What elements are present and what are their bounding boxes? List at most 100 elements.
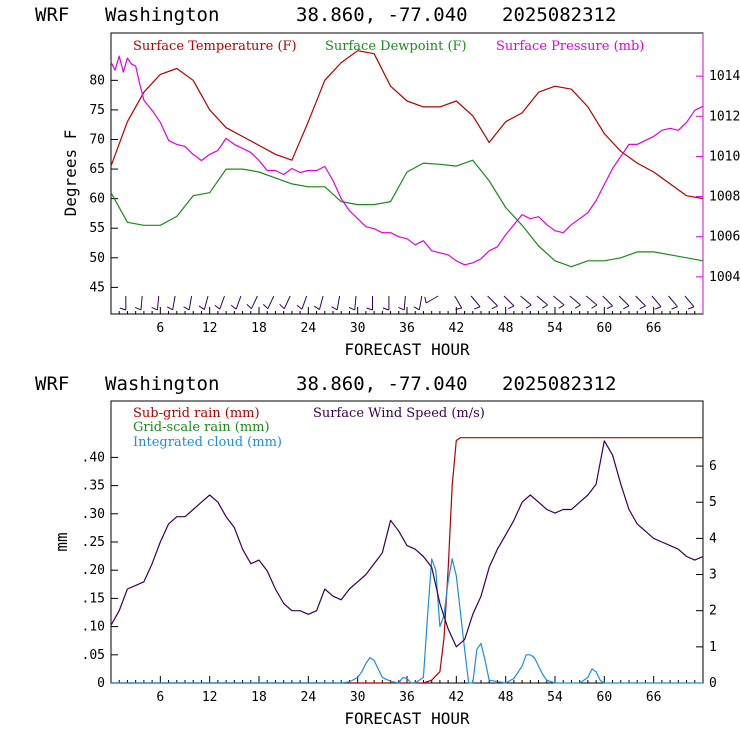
x-tick-label: 54 (547, 321, 563, 336)
legend-temperature: Surface Temperature (F) (133, 39, 297, 54)
wind-barb (684, 295, 695, 310)
y-right-tick-label: 1010 (709, 149, 740, 164)
wind-barb (214, 295, 225, 310)
wind-barb (424, 295, 439, 304)
y-left-tick-label: .25 (82, 535, 105, 550)
wind-barb (618, 295, 630, 310)
x-tick-label: 36 (399, 321, 415, 336)
wind-barb (348, 295, 357, 311)
y-right-tick-label: 0 (709, 676, 717, 691)
y-left-tick-label: 0 (97, 676, 105, 691)
wind-barb (470, 295, 481, 310)
wind-barb (331, 295, 341, 311)
y-left-tick-label: .20 (82, 563, 105, 578)
panel1-ylabel: Degrees F (61, 130, 80, 217)
y-left-tick-label: 45 (89, 280, 105, 295)
y-left-tick-label: 80 (89, 73, 105, 88)
panel1-wind-barbs (119, 295, 695, 311)
header-coords: 38.860, -77.040 (296, 4, 468, 26)
wind-barb (198, 295, 209, 310)
header-coords: 38.860, -77.040 (296, 373, 468, 395)
y-right-tick-label: 1014 (709, 69, 740, 84)
panel2-ylabel: mm (52, 532, 71, 551)
x-tick-label: 42 (449, 321, 465, 336)
series-line-sub-grid-rain-mm (111, 437, 703, 684)
wind-barb (553, 295, 565, 309)
y-right-tick-label: 6 (709, 459, 717, 474)
wind-barb (183, 295, 193, 311)
panel2-header: WRF Washington 38.860, -77.040 202508231… (35, 373, 616, 395)
y-left-tick-label: .15 (82, 591, 105, 606)
y-left-tick-label: .10 (82, 620, 105, 635)
wind-barb (398, 295, 406, 311)
legend-gridscale-rain: Grid-scale rain (mm) (133, 420, 270, 435)
y-right-tick-label: 1 (709, 640, 717, 655)
panel1-series (110, 50, 704, 268)
wind-barb (230, 295, 242, 310)
wind-barb (134, 295, 143, 311)
x-tick-label: 36 (399, 690, 415, 705)
y-left-tick-label: 70 (89, 132, 105, 147)
y-right-tick-label: 1004 (709, 270, 740, 285)
y-left-tick-label: 65 (89, 162, 105, 177)
y-left-tick-label: .30 (82, 507, 105, 522)
series-line-integrated-cloud-mm (111, 558, 703, 684)
wind-barb (119, 296, 127, 311)
y-left-tick-label: 50 (89, 251, 105, 266)
y-left-tick-label: .35 (82, 479, 105, 494)
x-tick-label: 48 (498, 690, 514, 705)
wind-barb (569, 295, 581, 309)
x-tick-label: 6 (156, 690, 164, 705)
header-model: WRF (35, 4, 69, 26)
x-tick-label: 30 (350, 321, 366, 336)
wind-barb (279, 295, 291, 310)
y-right-tick-label: 1008 (709, 190, 740, 205)
x-tick-label: 54 (547, 690, 563, 705)
wind-barb (151, 295, 160, 311)
x-tick-label: 60 (597, 321, 613, 336)
wind-barb (520, 295, 532, 309)
x-tick-label: 42 (449, 690, 465, 705)
wind-barb (602, 295, 613, 310)
y-right-tick-label: 1012 (709, 109, 740, 124)
y-left-tick-label: .05 (82, 648, 105, 663)
wind-barb (246, 295, 258, 310)
x-tick-label: 30 (350, 690, 366, 705)
wind-barb (166, 295, 176, 311)
y-left-tick-label: 55 (89, 221, 105, 236)
series-line-surface-wind-speed-m-s (110, 440, 704, 648)
header-run: 2025082312 (502, 373, 616, 395)
x-tick-label: 6 (156, 321, 164, 336)
legend-pressure: Surface Pressure (mb) (496, 39, 644, 54)
wind-barb (585, 295, 598, 309)
wind-barb (262, 295, 275, 310)
x-tick-label: 24 (301, 690, 317, 705)
wind-barb (366, 296, 373, 311)
series-line-surface-pressure-mb (110, 55, 704, 266)
header-location: Washington (105, 373, 219, 395)
x-tick-label: 24 (301, 321, 317, 336)
wind-barb (668, 295, 678, 310)
panel2-ticks: 6 12 18 24 30 36 42 48 54 60 660.05.10.15.20.25.30… (82, 450, 717, 705)
x-tick-label: 66 (646, 690, 662, 705)
panel1-legend: Surface Temperature (F) Surface Dewpoint… (133, 39, 644, 54)
y-right-tick-label: 3 (709, 568, 717, 583)
legend-integrated-cloud: Integrated cloud (mm) (133, 435, 282, 450)
x-tick-label: 12 (202, 321, 218, 336)
y-right-tick-label: 5 (709, 495, 717, 510)
x-tick-label: 18 (251, 690, 267, 705)
panel1-xlabel: FORECAST HOUR (344, 340, 470, 359)
series-line-surface-dewpoint-f (110, 159, 704, 268)
header-model: WRF (35, 373, 69, 395)
wind-barb (651, 295, 662, 310)
panel1-frame (110, 32, 704, 315)
wind-barb (454, 295, 463, 310)
x-tick-label: 48 (498, 321, 514, 336)
legend-subgrid-rain: Sub-grid rain (mm) (133, 406, 260, 421)
y-right-tick-label: 4 (709, 531, 717, 546)
wind-barb (635, 295, 646, 310)
wind-barb (296, 295, 308, 310)
x-tick-label: 66 (646, 321, 662, 336)
y-left-tick-label: 75 (89, 103, 105, 118)
